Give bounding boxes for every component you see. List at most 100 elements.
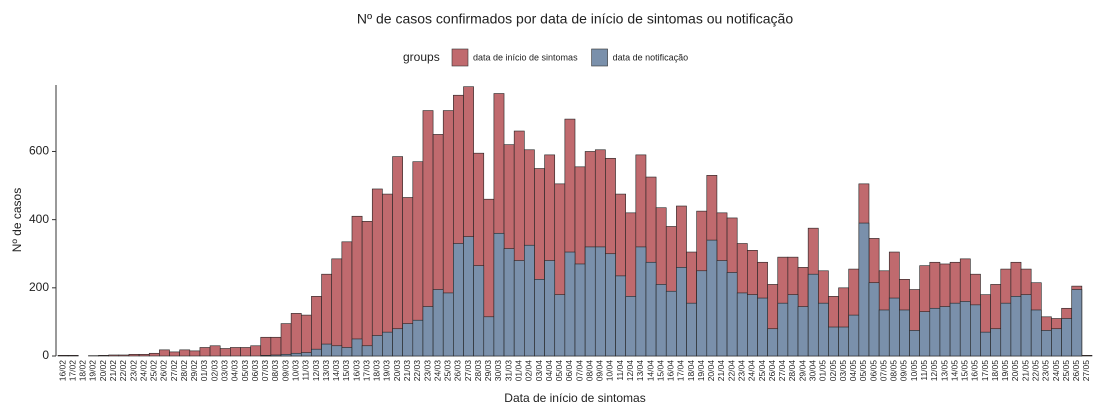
bar: [696, 270, 708, 357]
x-tick-label: 10/03: [290, 360, 300, 382]
bar: [341, 241, 353, 357]
bar: [594, 246, 606, 357]
bar: [757, 297, 768, 357]
x-tick-label: 08/04: [584, 360, 594, 382]
x-tick-label: 20/02: [98, 360, 108, 382]
bar: [1081, 355, 1093, 357]
bar: [959, 301, 971, 357]
x-tick-label: 07/05: [878, 360, 888, 382]
x-tick-label: 10/04: [605, 360, 615, 382]
x-tick-label: 08/03: [270, 360, 280, 382]
x-tick-label: 03/05: [838, 360, 848, 382]
x-tick-label: 22/03: [412, 360, 422, 382]
x-tick-label: 25/03: [443, 360, 453, 382]
x-tick-label: 19/03: [382, 360, 392, 382]
bar: [250, 345, 262, 357]
x-tick-label: 05/03: [240, 360, 250, 382]
bar: [615, 275, 626, 357]
x-tick-label: 21/04: [716, 360, 726, 382]
x-tick-label: 29/03: [483, 360, 493, 382]
x-tick-label: 18/03: [372, 360, 382, 382]
bar: [371, 188, 383, 357]
x-tick-label: 23/03: [422, 360, 432, 382]
bar: [128, 353, 140, 357]
bar: [503, 248, 515, 357]
bar: [1051, 328, 1062, 357]
bar: [442, 292, 454, 357]
bar: [726, 272, 738, 357]
bar: [169, 351, 180, 357]
x-tick-label: 04/03: [230, 360, 240, 382]
bar: [240, 347, 251, 357]
y-tick-label: 600: [29, 144, 49, 158]
bar: [402, 323, 414, 357]
x-tick-label: 22/04: [726, 360, 736, 382]
bar: [909, 330, 920, 357]
bar: [432, 289, 444, 357]
x-tick-label: 27/03: [463, 360, 473, 382]
bar: [686, 302, 697, 357]
x-tick-label: 06/03: [250, 360, 260, 382]
bar: [706, 239, 718, 357]
bar: [412, 319, 424, 357]
bar: [493, 232, 505, 357]
x-tick-label: 28/02: [179, 360, 189, 382]
bar: [868, 282, 880, 357]
bar: [67, 355, 79, 357]
x-tick-label: 24/04: [747, 360, 757, 382]
x-tick-label: 12/03: [311, 360, 321, 382]
bar: [625, 296, 637, 357]
bar: [676, 267, 687, 357]
bar: [270, 336, 282, 357]
x-tick-label: 09/04: [595, 360, 605, 382]
x-tick-label: 20/03: [392, 360, 402, 382]
bar: [351, 215, 363, 357]
x-tick-label: 18/05: [990, 360, 1000, 382]
x-tick-label: 30/04: [807, 360, 817, 382]
bar: [260, 336, 272, 357]
bar: [300, 352, 312, 357]
x-tick-label: 18/02: [78, 360, 88, 382]
x-tick-label: 17/02: [67, 360, 77, 382]
x-tick-label: 13/05: [939, 360, 949, 382]
bar: [483, 316, 495, 357]
bar: [1000, 302, 1012, 357]
x-tick-label: 01/03: [199, 360, 209, 382]
bar: [138, 353, 150, 357]
bar: [584, 246, 596, 357]
bar: [736, 292, 748, 357]
bar: [858, 222, 870, 357]
bar: [321, 273, 333, 357]
x-tick-label: 27/05: [1081, 360, 1091, 382]
x-tick-label: 02/04: [524, 360, 534, 382]
x-tick-label: 21/03: [402, 360, 412, 382]
x-tick-label: 19/04: [696, 360, 706, 382]
x-tick-label: 02/05: [828, 360, 838, 382]
x-tick-label: 29/02: [189, 360, 199, 382]
x-tick-label: 29/04: [797, 360, 807, 382]
bar: [290, 352, 302, 357]
x-tick-label: 01/04: [513, 360, 523, 382]
x-tick-label: 24/05: [1051, 360, 1061, 382]
x-tick-label: 26/04: [767, 360, 777, 382]
x-tick-label: 08/05: [889, 360, 899, 382]
bar: [838, 326, 850, 357]
x-tick-label: 22/02: [118, 360, 128, 382]
x-tick-label: 16/02: [57, 360, 67, 382]
bar: [260, 355, 272, 357]
bar: [564, 251, 576, 357]
x-tick-label: 01/05: [818, 360, 828, 382]
bar: [463, 236, 474, 357]
x-tick-label: 03/03: [220, 360, 230, 382]
bar: [189, 350, 201, 357]
y-axis-title: Nº de casos: [10, 188, 24, 252]
bar: [665, 290, 677, 357]
bar: [311, 348, 322, 357]
bar: [331, 258, 343, 357]
bar: [392, 156, 403, 357]
bar: [919, 311, 931, 357]
bar: [351, 338, 363, 357]
bar: [848, 314, 860, 357]
x-tick-label: 22/05: [1030, 360, 1040, 382]
bar: [828, 326, 839, 357]
